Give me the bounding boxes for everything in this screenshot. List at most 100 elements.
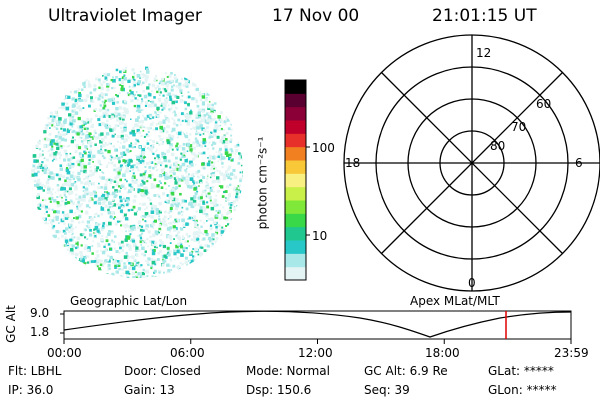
uv-pixel (118, 160, 121, 163)
uv-pixel (137, 169, 140, 172)
uv-pixel (197, 111, 201, 115)
uv-pixel (182, 84, 186, 87)
uv-pixel (242, 174, 243, 178)
uv-pixel (180, 123, 182, 126)
uv-pixel (118, 190, 121, 193)
uv-pixel (94, 235, 97, 237)
uv-pixel (90, 197, 94, 201)
uv-pixel (115, 154, 118, 157)
uv-pixel (87, 84, 91, 88)
altitude-curve (63, 310, 572, 338)
uv-pixel (56, 210, 60, 214)
uv-pixel (72, 171, 75, 174)
uv-pixel (198, 93, 203, 97)
uv-pixel (122, 112, 125, 114)
uv-pixel (144, 169, 147, 173)
uv-pixel (159, 250, 162, 254)
uv-pixel (162, 192, 166, 196)
uv-pixel (158, 215, 161, 218)
colorbar-segment (285, 226, 306, 241)
uv-pixel (233, 188, 236, 191)
uv-pixel (113, 99, 116, 102)
uv-pixel (121, 268, 124, 271)
uv-pixel (144, 241, 147, 245)
uv-pixel (161, 170, 164, 174)
uv-pixel (128, 144, 132, 148)
uv-pixel (119, 199, 123, 203)
uv-pixel (140, 264, 143, 267)
uv-pixel (56, 196, 59, 198)
uv-pixel (146, 161, 150, 166)
uv-pixel (167, 159, 171, 163)
uv-pixel (104, 248, 108, 252)
uv-pixel (39, 208, 42, 210)
uv-pixel (209, 239, 213, 243)
uv-pixel (201, 93, 204, 96)
uv-pixel (196, 238, 199, 241)
uv-pixel (90, 124, 94, 129)
uv-pixel (130, 227, 134, 231)
uv-pixel (67, 246, 70, 248)
uv-pixel (100, 212, 104, 216)
uv-pixel (196, 104, 200, 108)
uv-pixel (230, 149, 234, 152)
uv-pixel (39, 167, 42, 169)
uv-pixel (51, 176, 55, 180)
uv-pixel (179, 158, 182, 161)
uv-pixel (162, 106, 166, 110)
uv-pixel (233, 175, 238, 180)
uv-pixel (181, 211, 184, 214)
mlat-label-80: 80 (490, 139, 506, 153)
uv-pixel (99, 93, 104, 97)
uv-pixel (142, 172, 146, 176)
uv-pixel (201, 193, 204, 197)
uv-pixel (95, 199, 99, 204)
uv-pixel (165, 188, 168, 190)
uv-pixel (148, 165, 152, 169)
uv-pixel (47, 138, 51, 141)
uv-pixel (92, 154, 96, 158)
uv-pixel (214, 121, 218, 124)
uv-pixel (42, 138, 45, 141)
uv-pixel (123, 262, 126, 265)
uv-pixel (45, 137, 49, 142)
uv-pixel (136, 104, 141, 109)
uv-pixel (175, 100, 178, 104)
uv-pixel (227, 127, 231, 131)
uv-pixel (85, 211, 89, 215)
uv-pixel (181, 174, 184, 178)
uv-pixel (84, 187, 89, 192)
uv-pixel (135, 271, 137, 274)
uv-pixel (143, 253, 146, 257)
uv-pixel (83, 165, 87, 169)
uv-pixel (37, 204, 40, 207)
uv-pixel (182, 223, 186, 227)
uv-pixel (178, 177, 182, 182)
uv-pixel (238, 157, 242, 161)
uv-pixel (129, 255, 132, 258)
uv-pixel (75, 256, 77, 259)
uv-pixel (184, 82, 188, 86)
uv-pixel (58, 157, 61, 160)
uv-pixel (37, 186, 41, 190)
uv-pixel (86, 193, 89, 196)
uv-pixel (52, 234, 56, 239)
uv-pixel (141, 73, 144, 76)
uv-pixel (114, 264, 117, 267)
uv-pixel (83, 85, 86, 88)
uv-pixel (101, 155, 104, 158)
uv-pixel (228, 202, 232, 206)
uv-pixel (199, 199, 202, 203)
uv-pixel (37, 170, 40, 174)
uv-pixel (132, 199, 136, 203)
uv-pixel (97, 186, 101, 190)
uv-pixel (142, 162, 145, 165)
uv-pixel (176, 95, 180, 99)
uv-pixel (131, 168, 135, 172)
uv-pixel (151, 144, 155, 147)
uv-pixel (167, 218, 170, 220)
uv-pixel (83, 126, 85, 128)
uv-pixel (126, 170, 129, 173)
uv-pixel (201, 189, 206, 194)
uv-pixel (189, 251, 193, 255)
